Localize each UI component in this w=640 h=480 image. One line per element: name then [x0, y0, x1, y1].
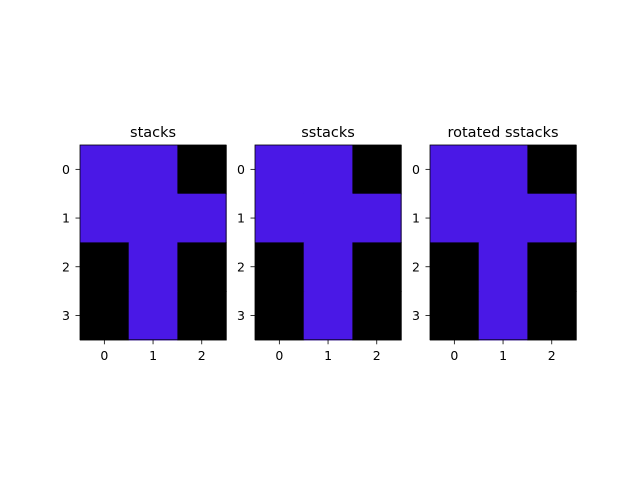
heatmap-cell — [80, 242, 130, 292]
heatmap-cell — [478, 145, 528, 195]
heatmap-cell — [478, 193, 528, 243]
y-tick-label: 0 — [412, 162, 420, 177]
heatmap-cell — [80, 145, 130, 195]
heatmap-cell — [527, 242, 577, 292]
y-tick-label: 3 — [237, 308, 245, 323]
y-tick-label: 3 — [62, 308, 70, 323]
heatmap-cell — [352, 193, 402, 243]
heatmap-cell — [255, 193, 305, 243]
y-tick-label: 3 — [412, 308, 420, 323]
heatmap-cell — [255, 291, 305, 341]
x-tick-label: 1 — [324, 348, 332, 363]
y-tick-label: 1 — [237, 211, 245, 226]
panel-title: sstacks — [301, 125, 355, 141]
y-tick-label: 1 — [62, 211, 70, 226]
y-tick-label: 0 — [62, 162, 70, 177]
x-tick-label: 2 — [548, 348, 556, 363]
heatmap-cell — [430, 145, 480, 195]
heatmap-cell — [303, 291, 353, 341]
heatmap-panel-1: sstacks 0 1 2 0 1 2 3 — [237, 125, 402, 363]
heatmap-cell — [303, 145, 353, 195]
x-tick-label: 2 — [198, 348, 206, 363]
x-tick-label: 0 — [100, 348, 108, 363]
x-tick-label: 1 — [149, 348, 157, 363]
panel-title: stacks — [130, 125, 176, 141]
heatmap-cell — [80, 291, 130, 341]
x-tick-label: 2 — [373, 348, 381, 363]
heatmap-cell — [352, 242, 402, 292]
heatmap-cell — [303, 242, 353, 292]
y-tick-label: 0 — [237, 162, 245, 177]
heatmap-cell — [128, 145, 178, 195]
heatmap-cell — [352, 291, 402, 341]
y-tick-label: 2 — [237, 259, 245, 274]
heatmap-cell — [430, 193, 480, 243]
heatmap-cell — [177, 242, 227, 292]
heatmap-cell — [527, 193, 577, 243]
heatmap-panel-2: rotated sstacks 0 1 2 0 1 2 3 — [412, 125, 577, 363]
x-tick-label: 1 — [499, 348, 507, 363]
heatmap-cell — [80, 193, 130, 243]
heatmap-cell — [255, 145, 305, 195]
x-tick-label: 0 — [450, 348, 458, 363]
heatmap-cell — [177, 145, 227, 195]
heatmap-cell — [303, 193, 353, 243]
y-tick-label: 2 — [412, 259, 420, 274]
heatmap-cell — [352, 145, 402, 195]
heatmap-cell — [128, 193, 178, 243]
heatmap-cell — [478, 242, 528, 292]
heatmap-cell — [527, 145, 577, 195]
panel-title: rotated sstacks — [447, 125, 558, 141]
x-tick-label: 0 — [275, 348, 283, 363]
heatmap-cell — [177, 193, 227, 243]
heatmap-cell — [430, 291, 480, 341]
y-tick-label: 1 — [412, 211, 420, 226]
heatmap-cell — [430, 242, 480, 292]
heatmap-cell — [478, 291, 528, 341]
heatmap-cell — [527, 291, 577, 341]
heatmap-cell — [255, 242, 305, 292]
heatmap-cell — [128, 242, 178, 292]
heatmap-cell — [177, 291, 227, 341]
heatmap-cell — [128, 291, 178, 341]
heatmap-panel-0: stacks 0 1 2 0 1 2 3 — [62, 125, 227, 363]
y-tick-label: 2 — [62, 259, 70, 274]
